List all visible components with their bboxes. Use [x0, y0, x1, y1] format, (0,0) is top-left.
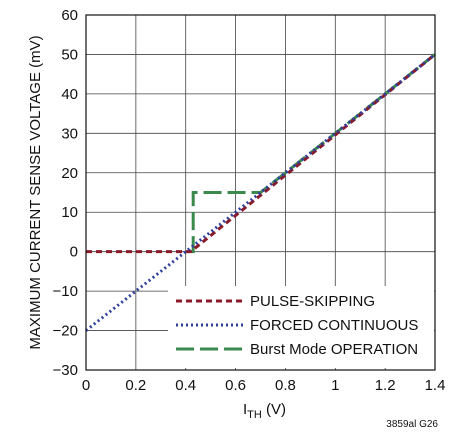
y-tick-label: 60 [61, 7, 78, 24]
y-tick-label: −20 [53, 323, 78, 340]
x-tick-label: 0 [82, 377, 90, 394]
plot-frame [85, 14, 436, 371]
x-tick-label: 0.6 [225, 377, 246, 394]
x-tick-label: 0.4 [175, 377, 196, 394]
x-tick-label: 1.2 [375, 377, 396, 394]
y-tick-label: −30 [53, 362, 78, 379]
x-axis-label-main: I [243, 401, 247, 418]
y-tick-label: 40 [61, 86, 78, 103]
x-tick-label: 1.4 [425, 377, 446, 394]
y-tick-labels: −30 −20 −10 0 10 20 30 40 50 60 [53, 7, 78, 379]
y-tick-label: 10 [61, 204, 78, 221]
x-axis-label: ITH (V) [243, 401, 286, 421]
x-tick-label: 0.2 [125, 377, 146, 394]
x-axis-label-unit: (V) [262, 401, 286, 418]
legend: PULSE-SKIPPING FORCED CONTINUOUS Burst Mod… [168, 286, 434, 368]
legend-label: FORCED CONTINUOUS [250, 317, 418, 334]
y-tick-label: 50 [61, 46, 78, 63]
x-tick-label: 1 [331, 377, 339, 394]
figure-id: 3859al G26 [386, 419, 438, 430]
y-tick-label: 0 [70, 244, 78, 261]
legend-label: Burst Mode OPERATION [250, 341, 418, 358]
series-line-pulse-skipping [86, 53, 436, 254]
y-axis-label: MAXIMUM CURRENT SENSE VOLTAGE (mV) [27, 35, 44, 349]
legend-background [168, 286, 434, 368]
x-tick-labels: 0 0.2 0.4 0.6 0.8 1 1.2 1.4 [82, 377, 446, 394]
legend-label: PULSE-SKIPPING [250, 293, 375, 310]
y-tick-label: −10 [53, 283, 78, 300]
x-tick-label: 0.8 [275, 377, 296, 394]
series-line-forced-continuous [85, 53, 436, 332]
y-tick-label: 20 [61, 165, 78, 182]
y-tick-label: 30 [61, 125, 78, 142]
series-lines [85, 53, 436, 332]
x-axis-label-subscript: TH [247, 409, 262, 421]
